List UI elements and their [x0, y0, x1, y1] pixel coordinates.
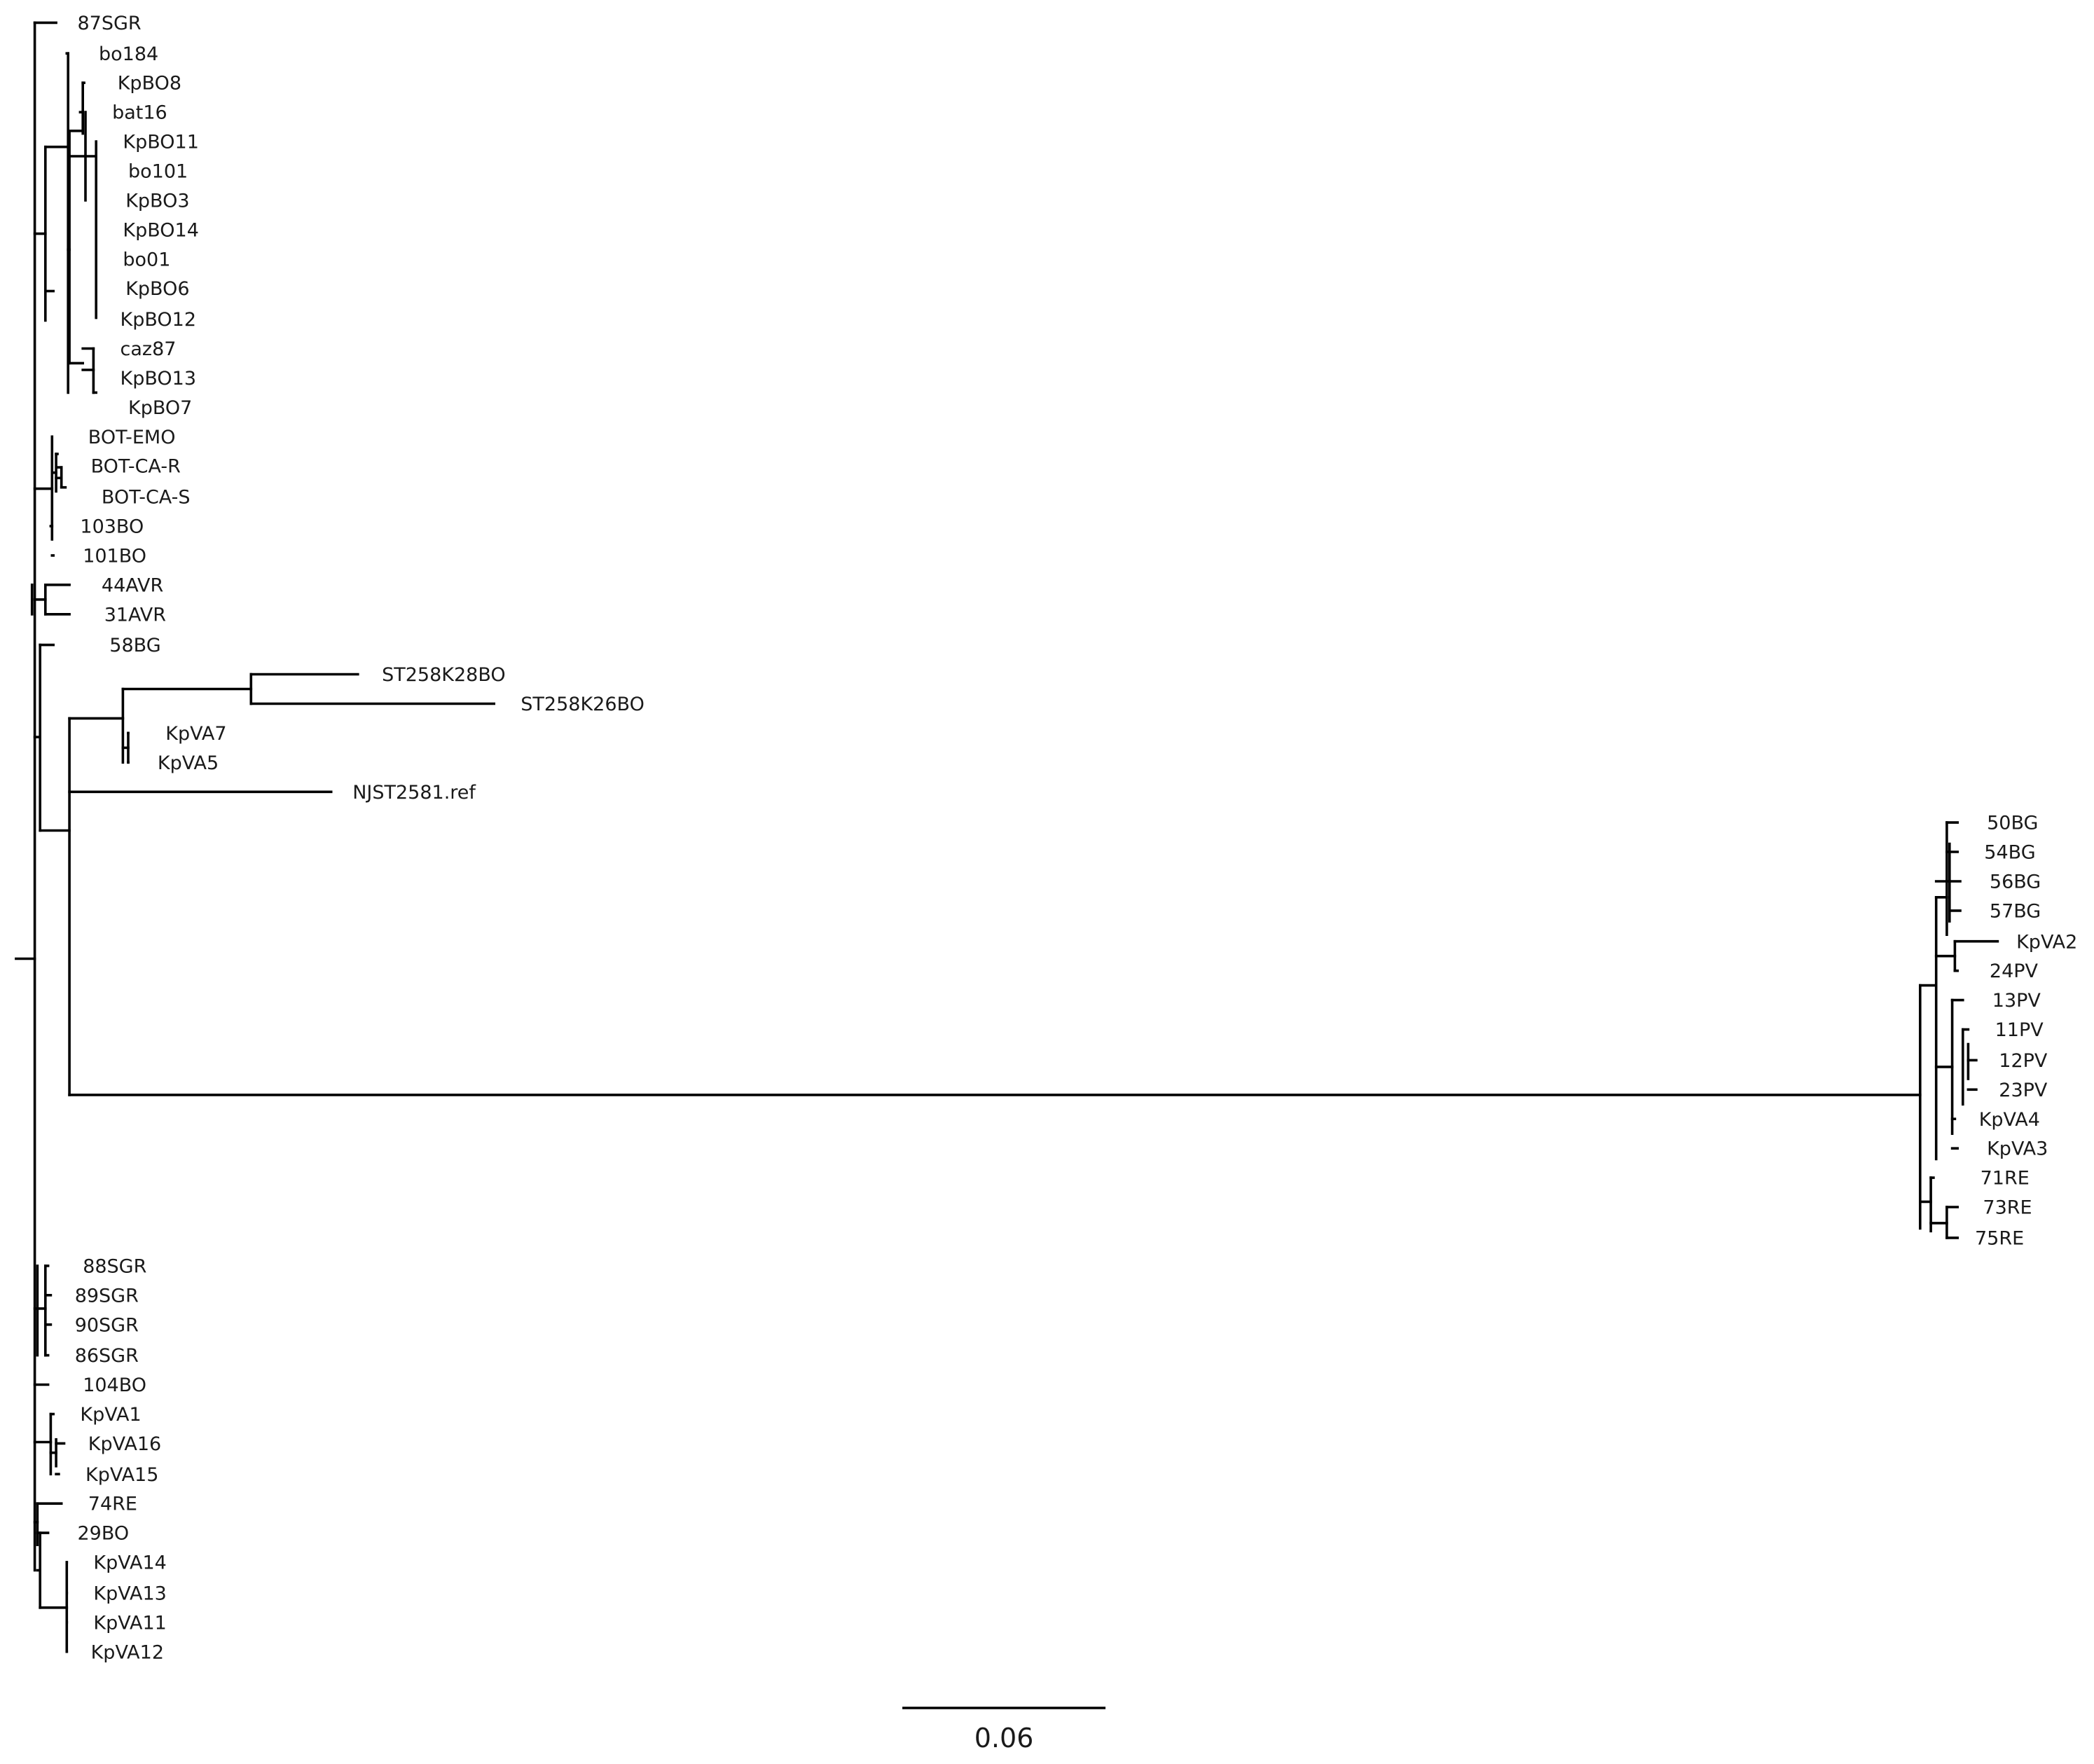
leaf-label: 11PV: [1995, 1019, 2044, 1041]
leaf-label: KpVA12: [91, 1641, 164, 1663]
leaf-label: 73RE: [1983, 1197, 2032, 1219]
leaf-label: 71RE: [1981, 1168, 2030, 1190]
leaf-label: 57BG: [1990, 900, 2041, 922]
leaf-label: KpVA3: [1987, 1138, 2048, 1160]
leaf-label: 44AVR: [102, 574, 163, 596]
leaf-label: 58BG: [109, 635, 160, 656]
leaf-label: BOT-CA-R: [91, 456, 181, 478]
scale-bar-label: 0.06: [974, 1723, 1034, 1753]
leaf-label: KpVA11: [93, 1612, 166, 1634]
leaf-label: caz87: [120, 338, 177, 360]
leaf-label: KpBO3: [125, 190, 189, 212]
leaf-label: 86SGR: [75, 1345, 139, 1367]
leaf-label: 56BG: [1990, 871, 2041, 893]
leaf-label: bo101: [128, 161, 188, 183]
leaf-label: KpVA4: [1979, 1109, 2040, 1131]
leaf-label: 104BO: [83, 1374, 146, 1396]
leaf-label: KpVA13: [93, 1583, 166, 1604]
leaf-label: KpBO11: [123, 132, 199, 153]
leaf-label: KpVA2: [2016, 931, 2077, 953]
leaf-label: BOT-EMO: [88, 427, 176, 448]
leaf-label: BOT-CA-S: [102, 487, 191, 509]
leaf-label: KpVA5: [158, 752, 219, 774]
leaf-label: bo184: [99, 43, 158, 65]
leaf-label: KpVA1: [80, 1404, 141, 1426]
leaf-label: 101BO: [83, 545, 146, 567]
leaf-label: 12PV: [1999, 1050, 2048, 1072]
leaf-label: KpVA14: [93, 1552, 166, 1574]
leaf-label: ST258K28BO: [382, 664, 506, 686]
leaf-label: ST258K26BO: [521, 694, 645, 715]
leaf-label: KpVA15: [85, 1464, 158, 1486]
leaf-label: KpVA7: [165, 723, 226, 745]
leaf-label: 50BG: [1987, 813, 2038, 834]
leaf-label: KpBO8: [118, 73, 181, 95]
leaf-label: KpBO14: [123, 219, 199, 241]
leaf-label: 23PV: [1999, 1080, 2048, 1101]
leaf-label: 87SGR: [78, 13, 142, 34]
leaf-label: KpBO13: [120, 368, 197, 390]
tree-leaf-labels: 87SGR bo184 KpBO8 bat16 KpBO11 bo101 KpBO3 KpBO…: [75, 13, 2078, 1663]
leaf-label: bo01: [123, 249, 170, 270]
leaf-label: 54BG: [1984, 842, 2035, 864]
leaf-label: 24PV: [1990, 960, 2039, 982]
leaf-label: bat16: [112, 102, 167, 124]
leaf-label: 29BO: [78, 1523, 130, 1545]
leaf-label: 75RE: [1975, 1227, 2024, 1249]
leaf-label: KpVA16: [88, 1433, 161, 1455]
leaf-label: NJST2581.ref: [352, 782, 476, 804]
leaf-label: 89SGR: [75, 1285, 139, 1307]
tree-branches: [15, 21, 1999, 1653]
leaf-label: KpBO12: [120, 309, 197, 331]
leaf-label: 13PV: [1992, 990, 2041, 1012]
leaf-label: 90SGR: [75, 1314, 139, 1336]
scale-bar: 0.06: [902, 1707, 1105, 1753]
leaf-label: KpBO6: [125, 278, 189, 300]
leaf-label: 88SGR: [83, 1255, 146, 1277]
leaf-label: 31AVR: [104, 604, 166, 626]
leaf-label: 74RE: [88, 1494, 137, 1515]
leaf-label: KpBO7: [128, 397, 192, 419]
leaf-label: 103BO: [80, 516, 144, 538]
